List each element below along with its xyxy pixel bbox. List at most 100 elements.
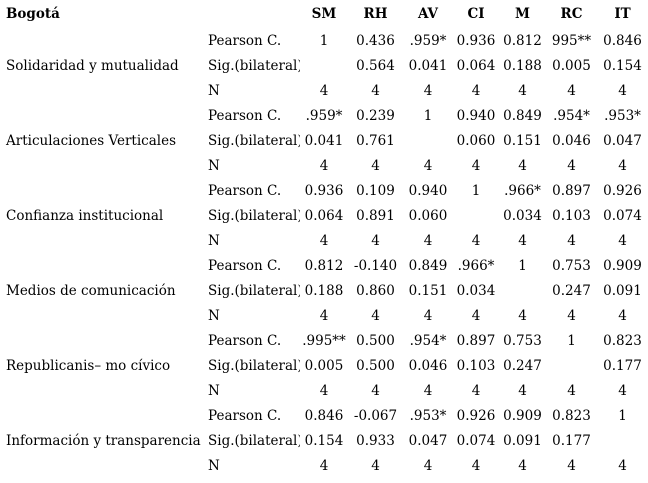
value-cell: 0.564 (356, 57, 395, 74)
value-cell: 4 (319, 382, 329, 399)
value-cell: .953* (604, 107, 641, 124)
value-cell: 0.247 (503, 357, 542, 374)
value-cell: 4 (371, 82, 380, 99)
value-cell: 4 (371, 307, 380, 324)
table-row: N 4 4 4 4 4 4 4 (0, 454, 648, 479)
stat-label: Pearson C. (208, 407, 282, 424)
value-cell: 0.933 (356, 432, 395, 449)
value-cell: .959* (305, 107, 343, 124)
value-cell: 0.926 (456, 407, 496, 424)
value-cell: 0.936 (456, 32, 496, 49)
column-header-it: IT (614, 5, 631, 22)
stat-label: Sig.(bilateral) (208, 207, 300, 224)
stat-label: N (208, 157, 220, 174)
value-cell: 0.109 (356, 182, 395, 199)
table-row: Información y transparencia Pearson C. 0.8… (0, 404, 648, 448)
value-cell: 0.849 (408, 257, 448, 274)
value-cell (300, 54, 348, 79)
variable-label: Solidaridad y mutualidad (6, 57, 179, 74)
value-cell: 0.074 (456, 432, 496, 449)
stat-label: Sig.(bilateral) (208, 432, 300, 449)
value-cell: 4 (371, 232, 380, 249)
value-cell: 4 (567, 232, 576, 249)
value-cell: 4 (471, 232, 481, 249)
value-cell: 0.500 (356, 357, 395, 374)
value-cell: 0.177 (552, 432, 591, 449)
value-cell: .995** (302, 332, 346, 349)
header-row: Bogotá SM RH AV CI M RC IT (0, 0, 648, 29)
value-cell: 4 (567, 82, 576, 99)
table-row: Sig.(bilateral) 0.041 0.761 0.060 0.151 0.046… (0, 129, 648, 154)
value-cell: .954* (409, 332, 447, 349)
stat-label: Pearson C. (208, 107, 282, 124)
table-header: Bogotá SM RH AV CI M RC IT (0, 0, 648, 29)
value-cell: 4 (471, 157, 481, 174)
value-cell: 0.188 (304, 282, 344, 299)
stat-label: Sig.(bilateral) (208, 282, 300, 299)
value-cell: 4 (471, 307, 481, 324)
value-cell: 0.154 (304, 432, 344, 449)
value-cell (546, 354, 597, 379)
value-cell: 0.103 (552, 207, 591, 224)
value-cell: 4 (423, 82, 433, 99)
value-cell: 0.047 (408, 432, 448, 449)
value-cell: 4 (319, 457, 329, 474)
value-cell: .966* (504, 182, 541, 199)
value-cell: 0.064 (456, 57, 496, 74)
value-cell: 0.909 (603, 257, 642, 274)
value-cell: 0.239 (356, 107, 395, 124)
table-row: Medios de comunicación Pearson C. 0.812 -0.… (0, 254, 648, 298)
value-cell: 0.823 (552, 407, 591, 424)
value-cell: 1 (618, 407, 627, 424)
value-cell: -0.140 (353, 257, 398, 274)
value-cell: 4 (371, 157, 380, 174)
value-cell: 4 (567, 157, 576, 174)
value-cell: 0.761 (356, 132, 395, 149)
table-row: N 4 4 4 4 4 4 4 (0, 304, 648, 329)
value-cell: 0.091 (603, 282, 642, 299)
value-cell: 0.897 (456, 332, 496, 349)
value-cell (403, 129, 453, 154)
value-cell: 4 (518, 82, 527, 99)
value-cell: 1 (471, 182, 481, 199)
value-cell: 4 (518, 457, 527, 474)
value-cell: 0.034 (503, 207, 542, 224)
value-cell: 0.753 (503, 332, 542, 349)
value-cell: 0.074 (603, 207, 642, 224)
table-row: N 4 4 4 4 4 4 4 (0, 379, 648, 404)
variable-label: Articulaciones Verticales (6, 132, 177, 149)
value-cell: 0.897 (552, 182, 591, 199)
stat-label: N (208, 307, 220, 324)
value-cell: 0.188 (503, 57, 542, 74)
value-cell: 0.846 (304, 407, 344, 424)
value-cell: 4 (518, 307, 527, 324)
column-header-ci: CI (467, 5, 485, 22)
value-cell: 4 (319, 157, 329, 174)
value-cell: 0.046 (552, 132, 591, 149)
value-cell: .966* (457, 257, 495, 274)
stat-label: N (208, 457, 220, 474)
table-row: Sig.(bilateral) 0.564 0.041 0.064 0.188 0.005… (0, 54, 648, 79)
table-row: Solidaridad y mutualidad Pearson C. 1 0.436… (0, 29, 648, 73)
value-cell: 0.891 (356, 207, 395, 224)
value-cell: 4 (471, 82, 481, 99)
value-cell: 1 (518, 257, 527, 274)
value-cell: 4 (423, 157, 433, 174)
value-cell: 0.005 (552, 57, 591, 74)
value-cell: 4 (319, 82, 329, 99)
value-cell: 995** (551, 32, 592, 49)
table-row: Sig.(bilateral) 0.154 0.933 0.047 0.074 0.091… (0, 429, 648, 454)
value-cell: 4 (371, 457, 380, 474)
value-cell: 4 (423, 307, 433, 324)
value-cell: 4 (618, 382, 627, 399)
value-cell: 0.041 (304, 132, 344, 149)
value-cell: 4 (518, 157, 527, 174)
value-cell (597, 429, 648, 454)
value-cell: 0.047 (603, 132, 642, 149)
column-header-av: AV (418, 5, 438, 22)
value-cell: .953* (409, 407, 447, 424)
table-row: Sig.(bilateral) 0.188 0.860 0.151 0.034 0.247… (0, 279, 648, 304)
value-cell: 1 (567, 332, 576, 349)
value-cell (453, 204, 499, 229)
value-cell: 0.812 (503, 32, 542, 49)
